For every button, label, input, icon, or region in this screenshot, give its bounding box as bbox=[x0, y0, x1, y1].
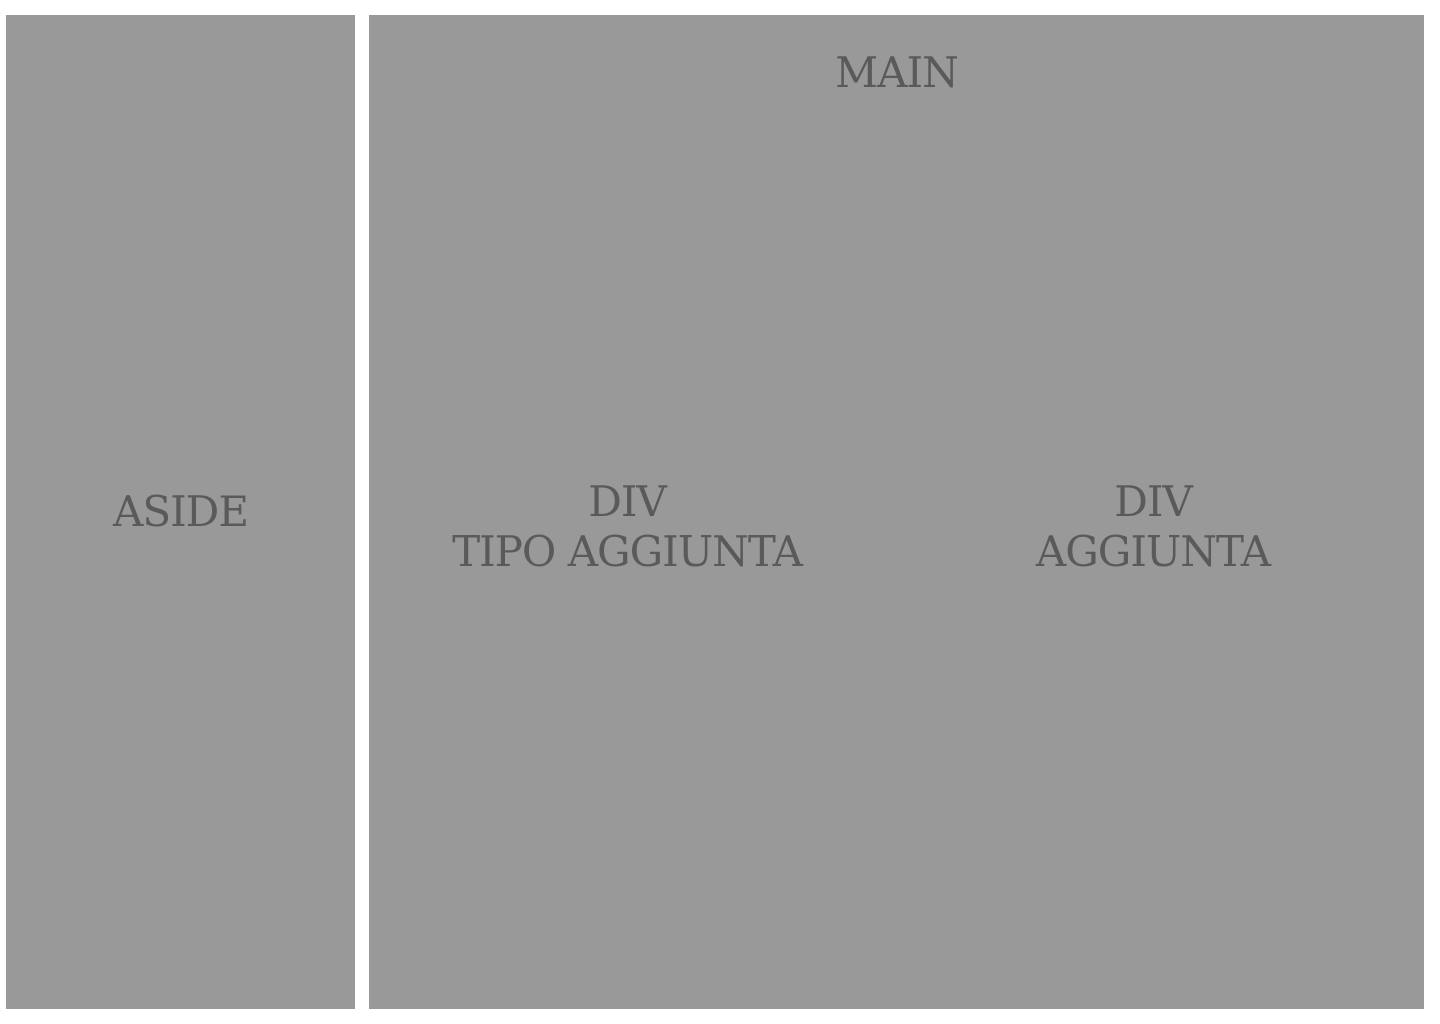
div-aggiunta-line2: AGGIUNTA bbox=[1035, 527, 1271, 576]
div-tipo-aggiunta-line2: TIPO AGGIUNTA bbox=[452, 527, 803, 576]
div-aggiunta: DIV AGGIUNTA bbox=[898, 477, 1408, 577]
main-panel: MAIN DIV TIPO AGGIUNTA DIV AGGIUNTA bbox=[369, 15, 1424, 1009]
main-title: MAIN bbox=[835, 48, 959, 97]
aside-label: ASIDE bbox=[112, 487, 249, 536]
div-tipo-aggiunta-line1: DIV bbox=[588, 477, 667, 526]
aside-panel: ASIDE bbox=[6, 15, 355, 1009]
div-aggiunta-line1: DIV bbox=[1114, 477, 1193, 526]
div-tipo-aggiunta: DIV TIPO AGGIUNTA bbox=[369, 477, 885, 577]
